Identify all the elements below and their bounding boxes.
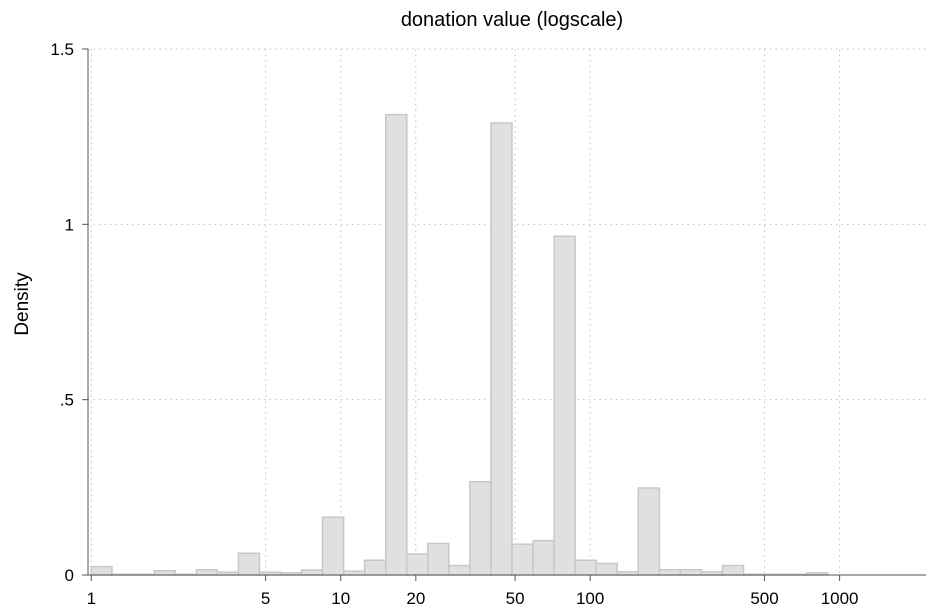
- histogram-bar-26: [637, 487, 661, 576]
- histogram-bar-19: [490, 122, 513, 576]
- histogram-bar-7: [237, 552, 261, 576]
- histogram-bar-5: [195, 568, 219, 576]
- histogram-bar-12: [342, 570, 366, 576]
- chart-title: donation value (logscale): [401, 9, 623, 31]
- x-tick-label-2: 10: [331, 589, 350, 608]
- y-tick-label-3: 1.5: [50, 40, 74, 59]
- histogram-bar-22: [553, 235, 576, 576]
- axes: [87, 49, 926, 576]
- histogram-bar-13: [363, 559, 387, 576]
- histogram-bar-11: [321, 516, 345, 576]
- histogram-bar-10: [300, 569, 324, 576]
- x-tick-label-7: 1000: [821, 589, 859, 608]
- histogram-bar-20: [511, 543, 534, 576]
- x-tick-label-0: 1: [87, 589, 96, 608]
- histogram-bar-27: [658, 568, 682, 576]
- x-tick-label-6: 500: [750, 589, 778, 608]
- histogram-bar-15: [406, 553, 429, 576]
- x-ticks: 1 5 10 20 50 100 500 1000: [87, 575, 859, 608]
- histogram-bar-16: [427, 542, 450, 576]
- histogram-bar-14: [384, 113, 408, 576]
- x-tick-label-5: 100: [576, 589, 604, 608]
- x-tick-label-4: 50: [506, 589, 525, 608]
- histogram-bar-18: [469, 480, 492, 576]
- histogram-bar-21: [532, 539, 555, 576]
- y-tick-label-2: 1: [65, 215, 74, 234]
- histogram-bar-28: [679, 568, 703, 576]
- y-tick-label-0: 0: [65, 566, 74, 585]
- histogram-bar-17: [448, 564, 471, 576]
- x-tick-label-1: 5: [261, 589, 270, 608]
- y-axis-title: Density: [12, 272, 33, 336]
- histogram-bar-3: [153, 570, 176, 576]
- histogram-bar-0: [90, 565, 113, 576]
- y-tick-label-1: .5: [60, 391, 74, 410]
- bars: [90, 113, 829, 576]
- histogram-bar-23: [574, 559, 597, 576]
- histogram-bar-30: [721, 564, 745, 576]
- y-ticks: 0 .5 1 1.5: [50, 40, 88, 585]
- histogram-bar-24: [595, 562, 619, 576]
- x-tick-label-3: 20: [406, 589, 425, 608]
